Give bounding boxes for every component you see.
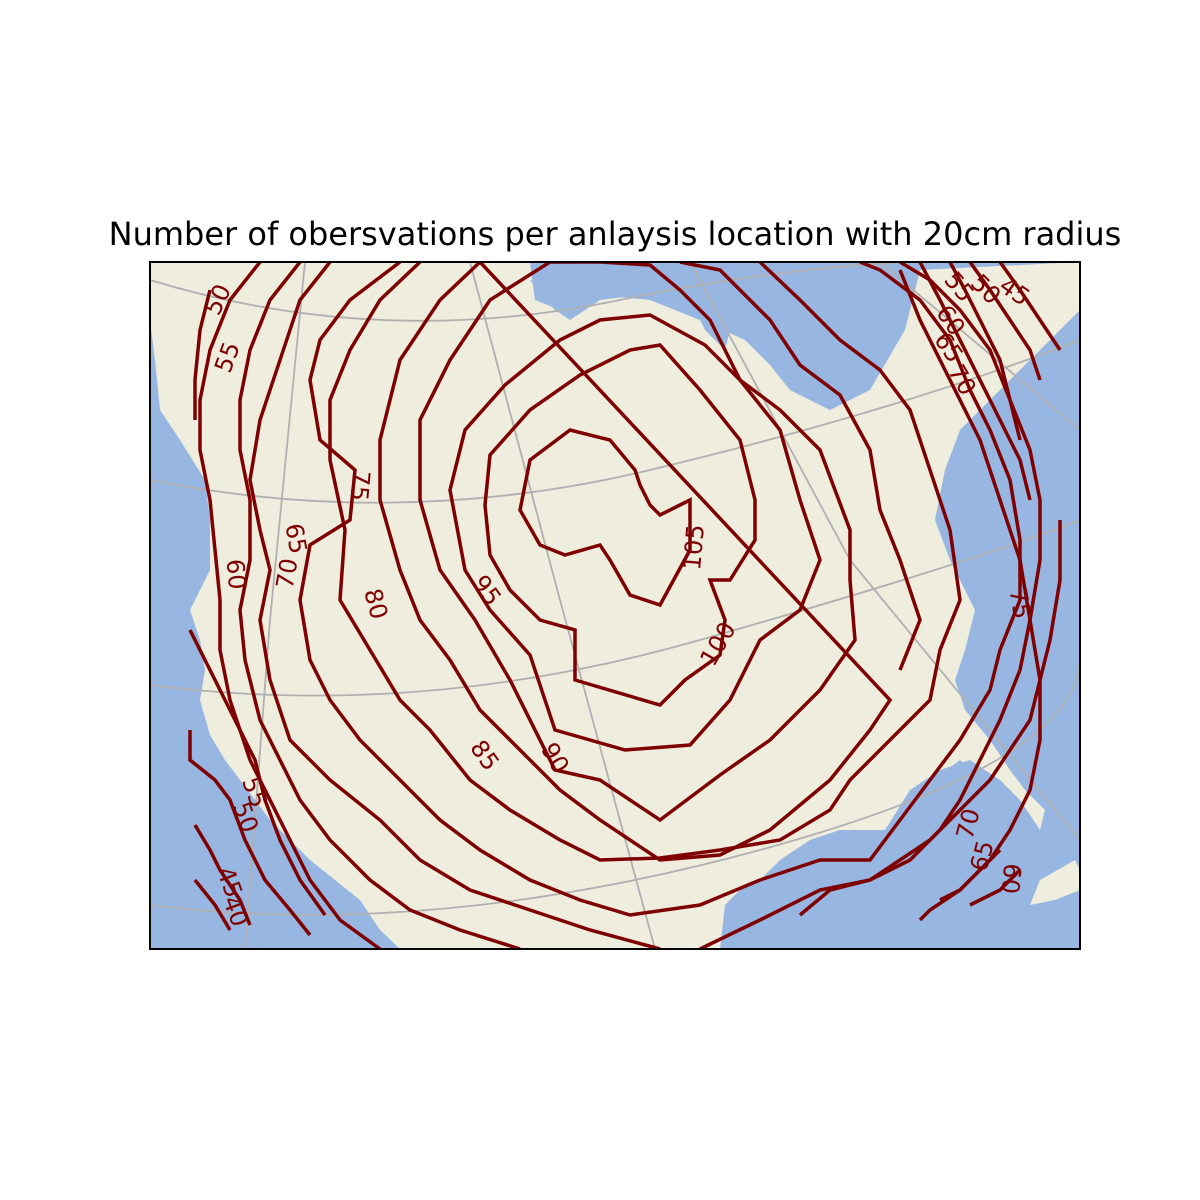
contour-lines — [188, 262, 1062, 949]
contour-label: 75 — [345, 469, 376, 502]
chart-title: Number of obersvations per anlaysis loca… — [109, 215, 1122, 253]
contour-label: 65 — [279, 521, 312, 556]
contour-40 — [193, 878, 232, 931]
contour-label: 60 — [996, 862, 1027, 895]
contour-90 — [418, 262, 857, 823]
contour-85 — [378, 262, 922, 862]
contour-east-45 — [998, 262, 1062, 351]
contour-45 — [193, 824, 252, 926]
contour-100 — [483, 343, 757, 707]
contour-80 — [328, 262, 962, 862]
contour-east-50 — [968, 262, 1042, 381]
map-frame — [149, 261, 1081, 950]
lake-superior — [530, 270, 700, 320]
contour-label: 105 — [678, 523, 710, 571]
contour-south-65 — [939, 848, 1002, 902]
contour-55 — [188, 289, 327, 917]
contour-95 — [448, 313, 822, 752]
contour-south-70 — [798, 520, 1062, 917]
contour-50 — [188, 730, 312, 937]
contour-65 — [238, 262, 521, 949]
contour-60 — [198, 262, 382, 949]
contour-label: 75 — [1003, 586, 1036, 621]
cuba — [1030, 860, 1080, 905]
contour-label: 70 — [271, 556, 304, 591]
contour-east-60 — [918, 262, 1032, 501]
map-area: 50 55 60 65 70 75 80 85 90 95 100 105 45… — [150, 262, 1080, 949]
contour-75 — [298, 262, 1022, 917]
contour-south-60 — [969, 868, 1022, 907]
contour-east-55 — [948, 262, 1022, 441]
contour-105 — [518, 428, 692, 608]
contour-label: 60 — [221, 558, 252, 591]
